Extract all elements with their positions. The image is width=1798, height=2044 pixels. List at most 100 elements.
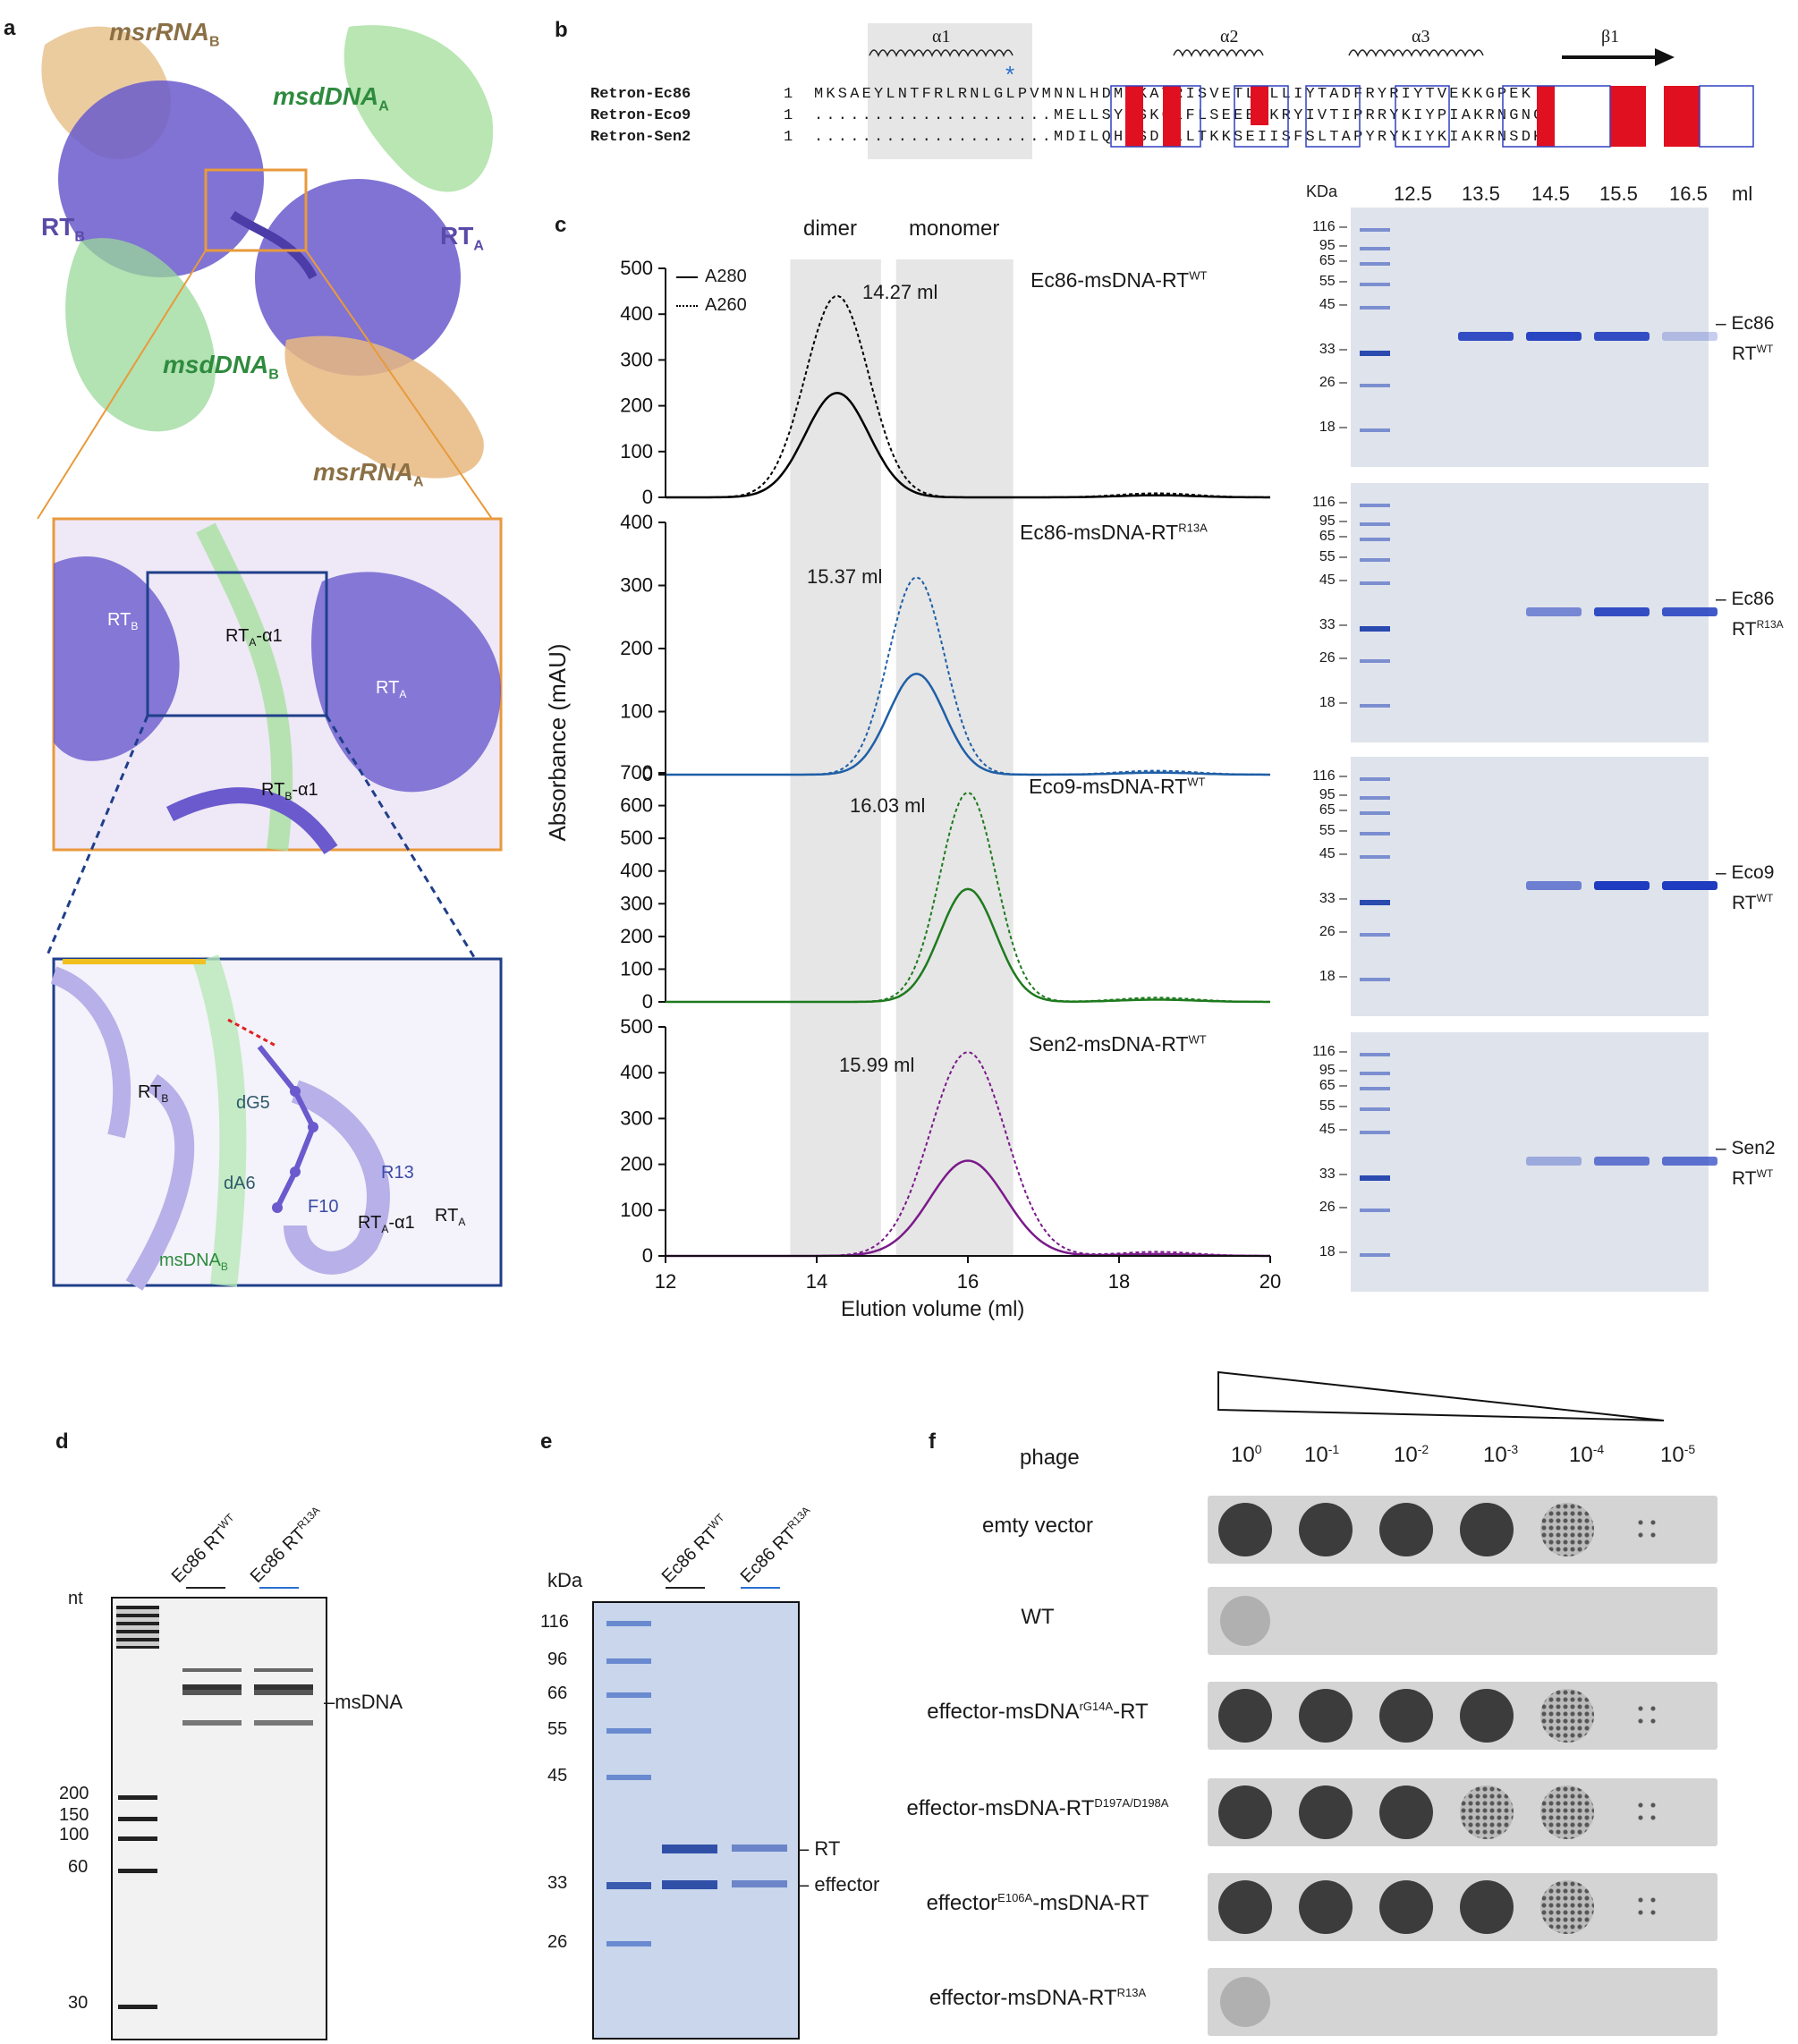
gel-0-marker-55: 55 – [1319, 274, 1347, 290]
dilution-1: 10-1 [1304, 1442, 1340, 1467]
e-marker-96: 96 [547, 1650, 568, 1669]
zoom2-F10: F10 [308, 1197, 339, 1217]
panel-letter-b: b [555, 18, 568, 42]
gel-1-marker-116: 116 – [1312, 495, 1347, 511]
label-RT-A: RTA [440, 222, 484, 254]
gel-3-band-2 [1526, 1157, 1582, 1166]
gel-2-ladder-18 [1360, 977, 1390, 981]
gel-1-ladder-116 [1360, 504, 1390, 508]
gel-3-ladder-55 [1360, 1107, 1390, 1112]
x-axis-label: Elution volume (ml) [841, 1297, 1025, 1321]
gel-1-marker-55: 55 – [1319, 549, 1347, 565]
label-msrRNA-B: msrRNAB [109, 18, 220, 50]
spot-0-5 [1634, 1516, 1661, 1543]
gel-3-marker-26: 26 – [1319, 1200, 1347, 1216]
spot-4-2 [1379, 1880, 1433, 1934]
gel-2-ladder-26 [1360, 933, 1390, 937]
gel-0-band-1 [1458, 332, 1514, 342]
y-tick-label-2-0: 0 [642, 990, 653, 1013]
gel-2-marker-26: 26 – [1319, 924, 1347, 940]
gel-1-marker-45: 45 – [1319, 572, 1347, 589]
spot-0-1 [1299, 1503, 1353, 1556]
zoom2-R13: R13 [381, 1163, 414, 1183]
y-tick-label-2-200: 200 [620, 925, 653, 947]
gel-0-marker-116: 116 – [1312, 219, 1347, 235]
y-tick-label-3-500: 500 [620, 1015, 653, 1038]
gel-0-ladder-18 [1360, 428, 1390, 432]
fraction-unit: ml [1732, 182, 1753, 205]
spot-3-2 [1379, 1785, 1433, 1839]
dilution-wedge [1217, 1370, 1665, 1421]
panel-letter-a: a [4, 16, 16, 40]
spot-3-5 [1634, 1799, 1661, 1826]
label-msdDNA-A: msdDNAA [273, 82, 389, 114]
spot-0-3 [1460, 1503, 1514, 1556]
gel-0-ladder-33 [1360, 350, 1390, 356]
panel-letter-c: c [555, 213, 567, 237]
d-lane-wt: Ec86 RTWT [167, 1511, 237, 1587]
d-nt-label: nt [68, 1589, 83, 1608]
gel-0-band-2 [1526, 332, 1582, 342]
alpha1-shading [868, 23, 1032, 159]
plate-label-2: effector-msDNArG14A-RT [927, 1700, 1149, 1724]
alignment-num-ec86: 1 [784, 86, 793, 103]
gel-3-label: – Sen2 RTWT [1716, 1138, 1776, 1189]
d-ladder-60 [118, 1869, 157, 1873]
d-ladder-150 [118, 1817, 157, 1821]
chart3-peak-label: 16.03 ml [850, 794, 926, 817]
zoom-box-2 [50, 954, 503, 1291]
trace-2-A260 [666, 791, 1270, 1003]
y-tick-label-3-100: 100 [620, 1199, 653, 1221]
e-marker-26: 26 [547, 1932, 568, 1952]
y-tick-label-0-300: 300 [620, 348, 653, 370]
gel-3-band-4 [1662, 1157, 1717, 1166]
gel-0-ladder-55 [1360, 283, 1390, 287]
chart3-title: Eco9-msDNA-RTWT [1029, 775, 1206, 798]
spot-2-3 [1460, 1689, 1514, 1743]
spot-5-0 [1220, 1977, 1270, 2027]
zoom-box-1 [45, 517, 503, 958]
gel-0-marker-45: 45 – [1319, 297, 1347, 313]
d-lane-r13a: Ec86 RTR13A [246, 1504, 323, 1587]
secondary-structure-track [869, 48, 1675, 66]
spot-2-5 [1634, 1702, 1661, 1729]
d-ladder-30 [118, 2005, 157, 2009]
alignment-num-eco9: 1 [784, 107, 793, 124]
chart2-title: Ec86-msDNA-RTR13A [1020, 521, 1208, 544]
gel-1-ladder-95 [1360, 522, 1390, 526]
gel-0-band-3 [1594, 332, 1650, 342]
gel-0-ladder-95 [1360, 246, 1390, 250]
d-marker-100: 100 [59, 1825, 89, 1845]
legend-a260: A260 [676, 295, 747, 316]
zoom2-rta-a1: RTA-α1 [358, 1213, 415, 1235]
gel-2-marker-45: 45 – [1319, 846, 1347, 862]
gel-3-ladder-95 [1360, 1071, 1390, 1075]
alignment-row-ec86: Retron-Ec86 [590, 86, 691, 103]
y-tick-label-0-100: 100 [620, 440, 653, 462]
spot-0-2 [1379, 1503, 1433, 1556]
spot-3-4 [1540, 1785, 1594, 1839]
gel-0-marker-65: 65 – [1319, 252, 1347, 268]
d-marker-30: 30 [68, 1993, 89, 2013]
e-marker-45: 45 [547, 1766, 568, 1785]
gel-2-band-2 [1526, 881, 1582, 891]
gel-3-ladder-26 [1360, 1209, 1390, 1213]
gel-1-ladder-55 [1360, 558, 1390, 563]
e-lane-r13a: Ec86 RTR13A [736, 1504, 813, 1587]
ss-alpha2: α2 [1220, 27, 1239, 47]
gel-1-marker-18: 18 – [1319, 694, 1347, 710]
spot-4-3 [1460, 1880, 1514, 1934]
fraction-3: 14.5 [1531, 182, 1570, 205]
fraction-2: 13.5 [1462, 182, 1500, 205]
e-marker-66: 66 [547, 1684, 568, 1703]
e-ladder-66 [606, 1692, 651, 1698]
x-tick-label-20: 20 [1259, 1270, 1281, 1293]
gel-1-ladder-26 [1360, 659, 1390, 664]
plate-row-1 [1208, 1587, 1717, 1655]
d-marker-60: 60 [68, 1857, 89, 1877]
spot-2-0 [1218, 1689, 1272, 1743]
gel-3-marker-45: 45 – [1319, 1122, 1347, 1138]
gel-3-ladder-116 [1360, 1053, 1390, 1057]
gel-2-marker-33: 33 – [1319, 890, 1347, 906]
chart4-title: Sen2-msDNA-RTWT [1029, 1032, 1207, 1056]
